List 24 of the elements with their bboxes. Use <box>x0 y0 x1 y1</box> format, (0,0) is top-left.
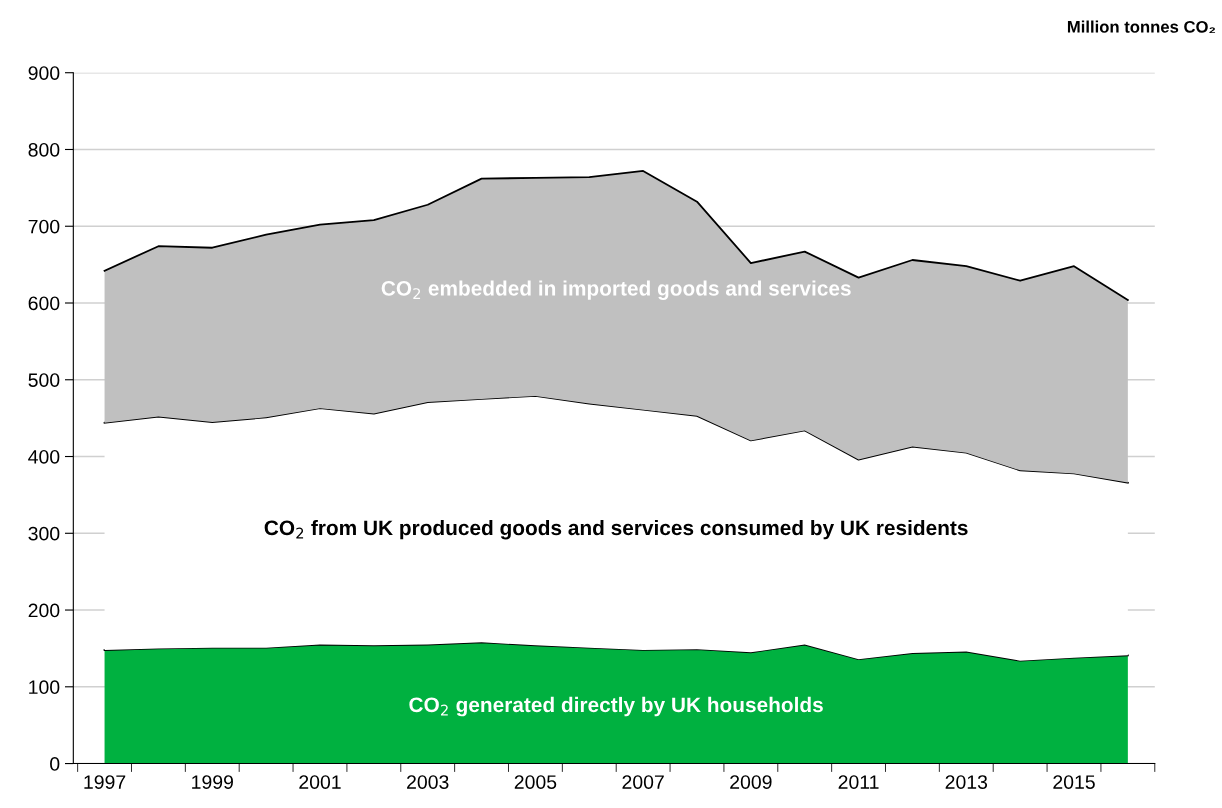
x-tick-label: 1999 <box>192 775 233 789</box>
y-tick-label: 700 <box>28 219 60 234</box>
x-tick-label: 2001 <box>299 775 341 789</box>
y-tick-label: 300 <box>28 526 60 541</box>
y-axis-title: Million tonnes CO₂ <box>1067 20 1216 34</box>
series-label: CO$_{2}$ from UK produced goods and services consumed by UK residents <box>264 519 968 540</box>
x-tick-label: 1997 <box>84 775 126 789</box>
x-tick-label: 2005 <box>514 775 557 789</box>
y-tick-label: 500 <box>28 373 60 387</box>
x-tick-label: 2003 <box>407 775 449 789</box>
series-label: CO$_{2}$ embedded in imported goods and services <box>381 280 851 300</box>
y-tick-label: 0 <box>50 757 60 771</box>
x-tick-label: 2009 <box>730 775 772 789</box>
series-label: CO$_{2}$ generated directly by UK households <box>409 696 823 717</box>
y-tick-label: 400 <box>28 449 60 464</box>
x-tick-label: 2007 <box>622 775 664 789</box>
y-tick-label: 900 <box>28 66 60 80</box>
y-tick-label: 200 <box>28 603 60 618</box>
y-tick-label: 800 <box>28 142 60 157</box>
y-tick-label: 100 <box>29 680 60 695</box>
x-tick-label: 2011 <box>838 775 879 789</box>
x-tick-label: 2013 <box>945 775 988 789</box>
x-tick-label: 2015 <box>1053 775 1095 789</box>
y-tick-label: 600 <box>28 296 60 311</box>
